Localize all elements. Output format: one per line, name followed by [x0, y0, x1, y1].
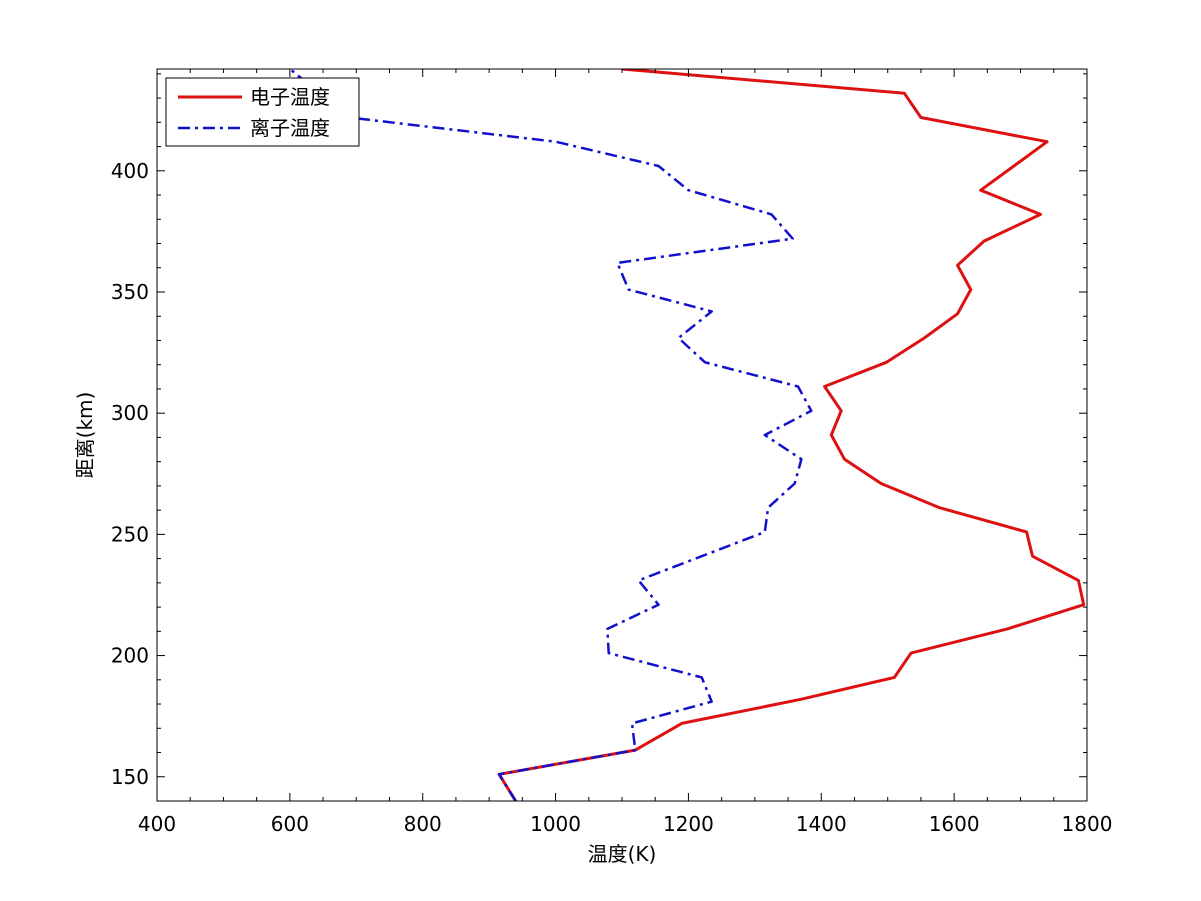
x-tick-label-2: 800: [404, 812, 442, 836]
x-tick-label-5: 1400: [796, 812, 847, 836]
y-tick-label-1: 200: [111, 644, 149, 668]
x-tick-label-7: 1800: [1062, 812, 1113, 836]
legend-label-electron: 电子温度: [250, 85, 330, 109]
series-line-0: [497, 69, 1086, 801]
x-tick-label-6: 1600: [929, 812, 980, 836]
x-tick-label-3: 1000: [530, 812, 581, 836]
legend: 电子温度 离子温度: [165, 77, 360, 147]
axes-frame: [156, 68, 1088, 802]
x-tick-label-1: 600: [271, 812, 309, 836]
plot-area: [289, 69, 1086, 801]
y-tick-label-0: 150: [111, 765, 149, 789]
x-tick-label-0: 400: [138, 812, 176, 836]
series-line-1: [289, 69, 813, 801]
y-tick-label-4: 350: [111, 280, 149, 304]
y-tick-label-2: 250: [111, 522, 149, 546]
x-tick-label-4: 1200: [663, 812, 714, 836]
axes: 400 600 800 1000 1200 1400 1600 1800 150 200 250 30…: [111, 68, 1113, 836]
legend-box: [165, 77, 360, 147]
y-axis-label: 距离(km): [73, 392, 97, 479]
y-tick-label-5: 400: [111, 159, 149, 183]
legend-label-ion: 离子温度: [250, 116, 330, 140]
x-axis-label: 温度(K): [588, 842, 657, 866]
y-tick-label-3: 300: [111, 401, 149, 425]
